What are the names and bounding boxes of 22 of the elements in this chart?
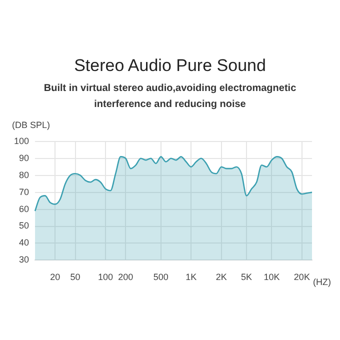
y-tick-label: 40 <box>19 238 30 248</box>
x-tick-label: 10K <box>264 272 280 282</box>
y-axis-title: (DB SPL) <box>12 120 50 130</box>
y-tick-label: 70 <box>19 186 30 197</box>
x-tick-label: 20 <box>50 272 60 282</box>
chart-title: Stereo Audio Pure Sound <box>73 56 267 76</box>
x-tick-label: 500 <box>153 272 168 282</box>
x-tick-label: 1K <box>186 272 197 282</box>
chart-subtitle: Built in virtual stereo audio,avoiding electromagnetic interference and reducing noise <box>42 82 298 112</box>
y-tick-label: 90 <box>19 152 30 163</box>
y-tick-label: 30 <box>19 254 30 265</box>
x-tick-label: 50 <box>70 272 80 282</box>
y-tick-label: 100 <box>14 136 30 146</box>
x-tick-label: 2K <box>216 272 227 282</box>
x-axis-title: (HZ) <box>313 277 331 287</box>
x-tick-label: 20K <box>294 272 310 282</box>
x-tick-label: 200 <box>118 272 134 282</box>
x-tick-label: 100 <box>98 272 114 282</box>
y-tick-label: 60 <box>19 204 30 214</box>
y-tick-label: 80 <box>19 170 30 180</box>
x-tick-label: 5K <box>241 272 252 282</box>
y-tick-label: 50 <box>19 220 30 231</box>
